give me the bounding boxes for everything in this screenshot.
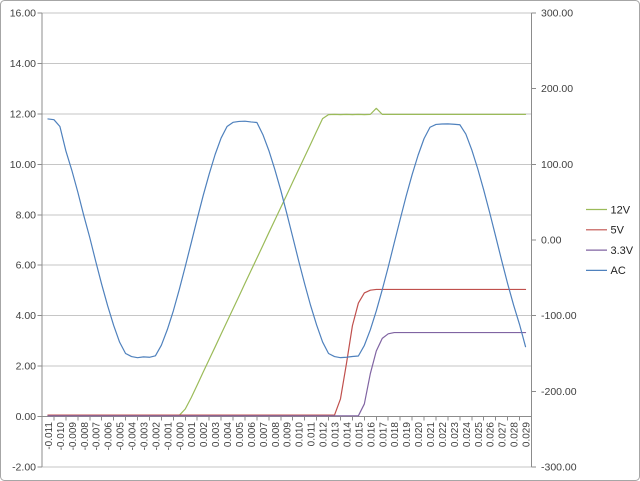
x-axis-label: 0.022 [438,422,449,447]
legend-label-3.3V[interactable]: 3.3V [611,245,634,257]
left-axis-label: 8.00 [16,209,37,221]
x-axis-label: 0.008 [271,422,282,447]
left-axis-label: 10.00 [10,159,36,171]
right-axis-label: -200.00 [541,386,577,398]
x-axis-label: -0.009 [68,422,79,451]
left-axis-label: 4.00 [16,310,37,322]
x-axis-label: 0.014 [342,422,353,447]
x-axis-label: -0.008 [80,422,91,451]
x-axis-label: 0.023 [450,422,461,447]
left-axis-label: 2.00 [16,361,37,373]
x-axis-label: 0.029 [522,422,533,447]
x-axis-label: 0.024 [462,422,473,447]
x-axis-label: 0.020 [414,422,425,447]
x-axis-label: 0.005 [235,422,246,447]
right-axis-label: 100.00 [541,159,573,171]
right-axis-labels: 300.00 200.00 100.00 0.00 -100.00 -200.00 -300… [541,8,577,474]
x-axis-labels: -0.011 -0.010 -0.009 -0.008 -0.007 -0.006 -0.0… [44,422,533,451]
x-axis-label: 0.003 [211,422,222,447]
x-axis-label: 0.002 [199,422,210,447]
series-line-AC[interactable] [47,118,527,359]
x-axis-label: 0.015 [354,422,365,447]
axes [37,12,536,468]
x-axis-label: 0.011 [307,422,318,447]
x-axis-label: 0.007 [259,422,270,447]
left-axis-label: 16.00 [10,8,36,20]
plot-area[interactable] [42,13,532,467]
left-axis-labels: 16.00 14.00 12.00 10.00 8.00 6.00 4.00 2.00 0.00… [10,8,36,474]
x-axis-label: 0.019 [402,422,413,447]
x-axis-label: -0.002 [151,422,162,451]
x-axis-label: -0.006 [104,422,115,451]
x-axis-label: 0.018 [390,422,401,447]
x-axis-label: 0.027 [498,422,509,447]
x-axis-label: -0.011 [44,422,55,450]
right-axis-label: 200.00 [541,83,573,95]
left-axis-label: 6.00 [16,260,37,272]
right-axis-label: -300.00 [541,462,577,474]
x-axis-label: 0.009 [283,422,294,447]
x-axis-label: -0.001 [163,422,174,451]
series-lines [47,107,527,417]
x-axis-label: 0.010 [295,422,306,447]
x-axis-label: 0.001 [187,422,198,447]
x-axis-label: 0.017 [378,422,389,447]
legend-label-12V[interactable]: 12V [611,204,631,216]
x-axis-label: 0.028 [510,422,521,447]
series-line-5V[interactable] [47,288,527,416]
x-axis-label: -0.003 [139,422,150,451]
x-axis-label: 0.012 [319,422,330,447]
x-axis-label: -0.000 [175,422,186,451]
right-axis-label: 0.00 [541,235,562,247]
legend-label-5V[interactable]: 5V [611,225,625,237]
right-axis-label: 300.00 [541,8,573,20]
x-axis-label: -0.005 [116,422,127,451]
right-axis-label: -100.00 [541,310,577,322]
x-axis-label: -0.007 [92,422,103,451]
x-axis-label: 0.006 [247,422,258,447]
left-axis-label: 0.00 [16,411,37,423]
x-axis-label: 0.013 [331,422,342,447]
series-line-3.3V[interactable] [47,331,527,417]
x-axis-label: 0.025 [474,422,485,447]
left-axis-label: 12.00 [10,108,36,120]
legend-label-AC[interactable]: AC [611,265,626,277]
left-axis-label: -2.00 [12,462,36,474]
x-axis-label: 0.004 [223,422,234,447]
x-axis-label: 0.026 [486,422,497,447]
x-axis-label: 0.016 [366,422,377,447]
x-axis-label: -0.004 [128,422,139,451]
legend: 12V 5V 3.3V AC [586,204,634,277]
x-axis-label: 0.021 [426,422,437,447]
left-axis-label: 14.00 [10,58,36,70]
x-axis-label: -0.010 [56,422,67,451]
